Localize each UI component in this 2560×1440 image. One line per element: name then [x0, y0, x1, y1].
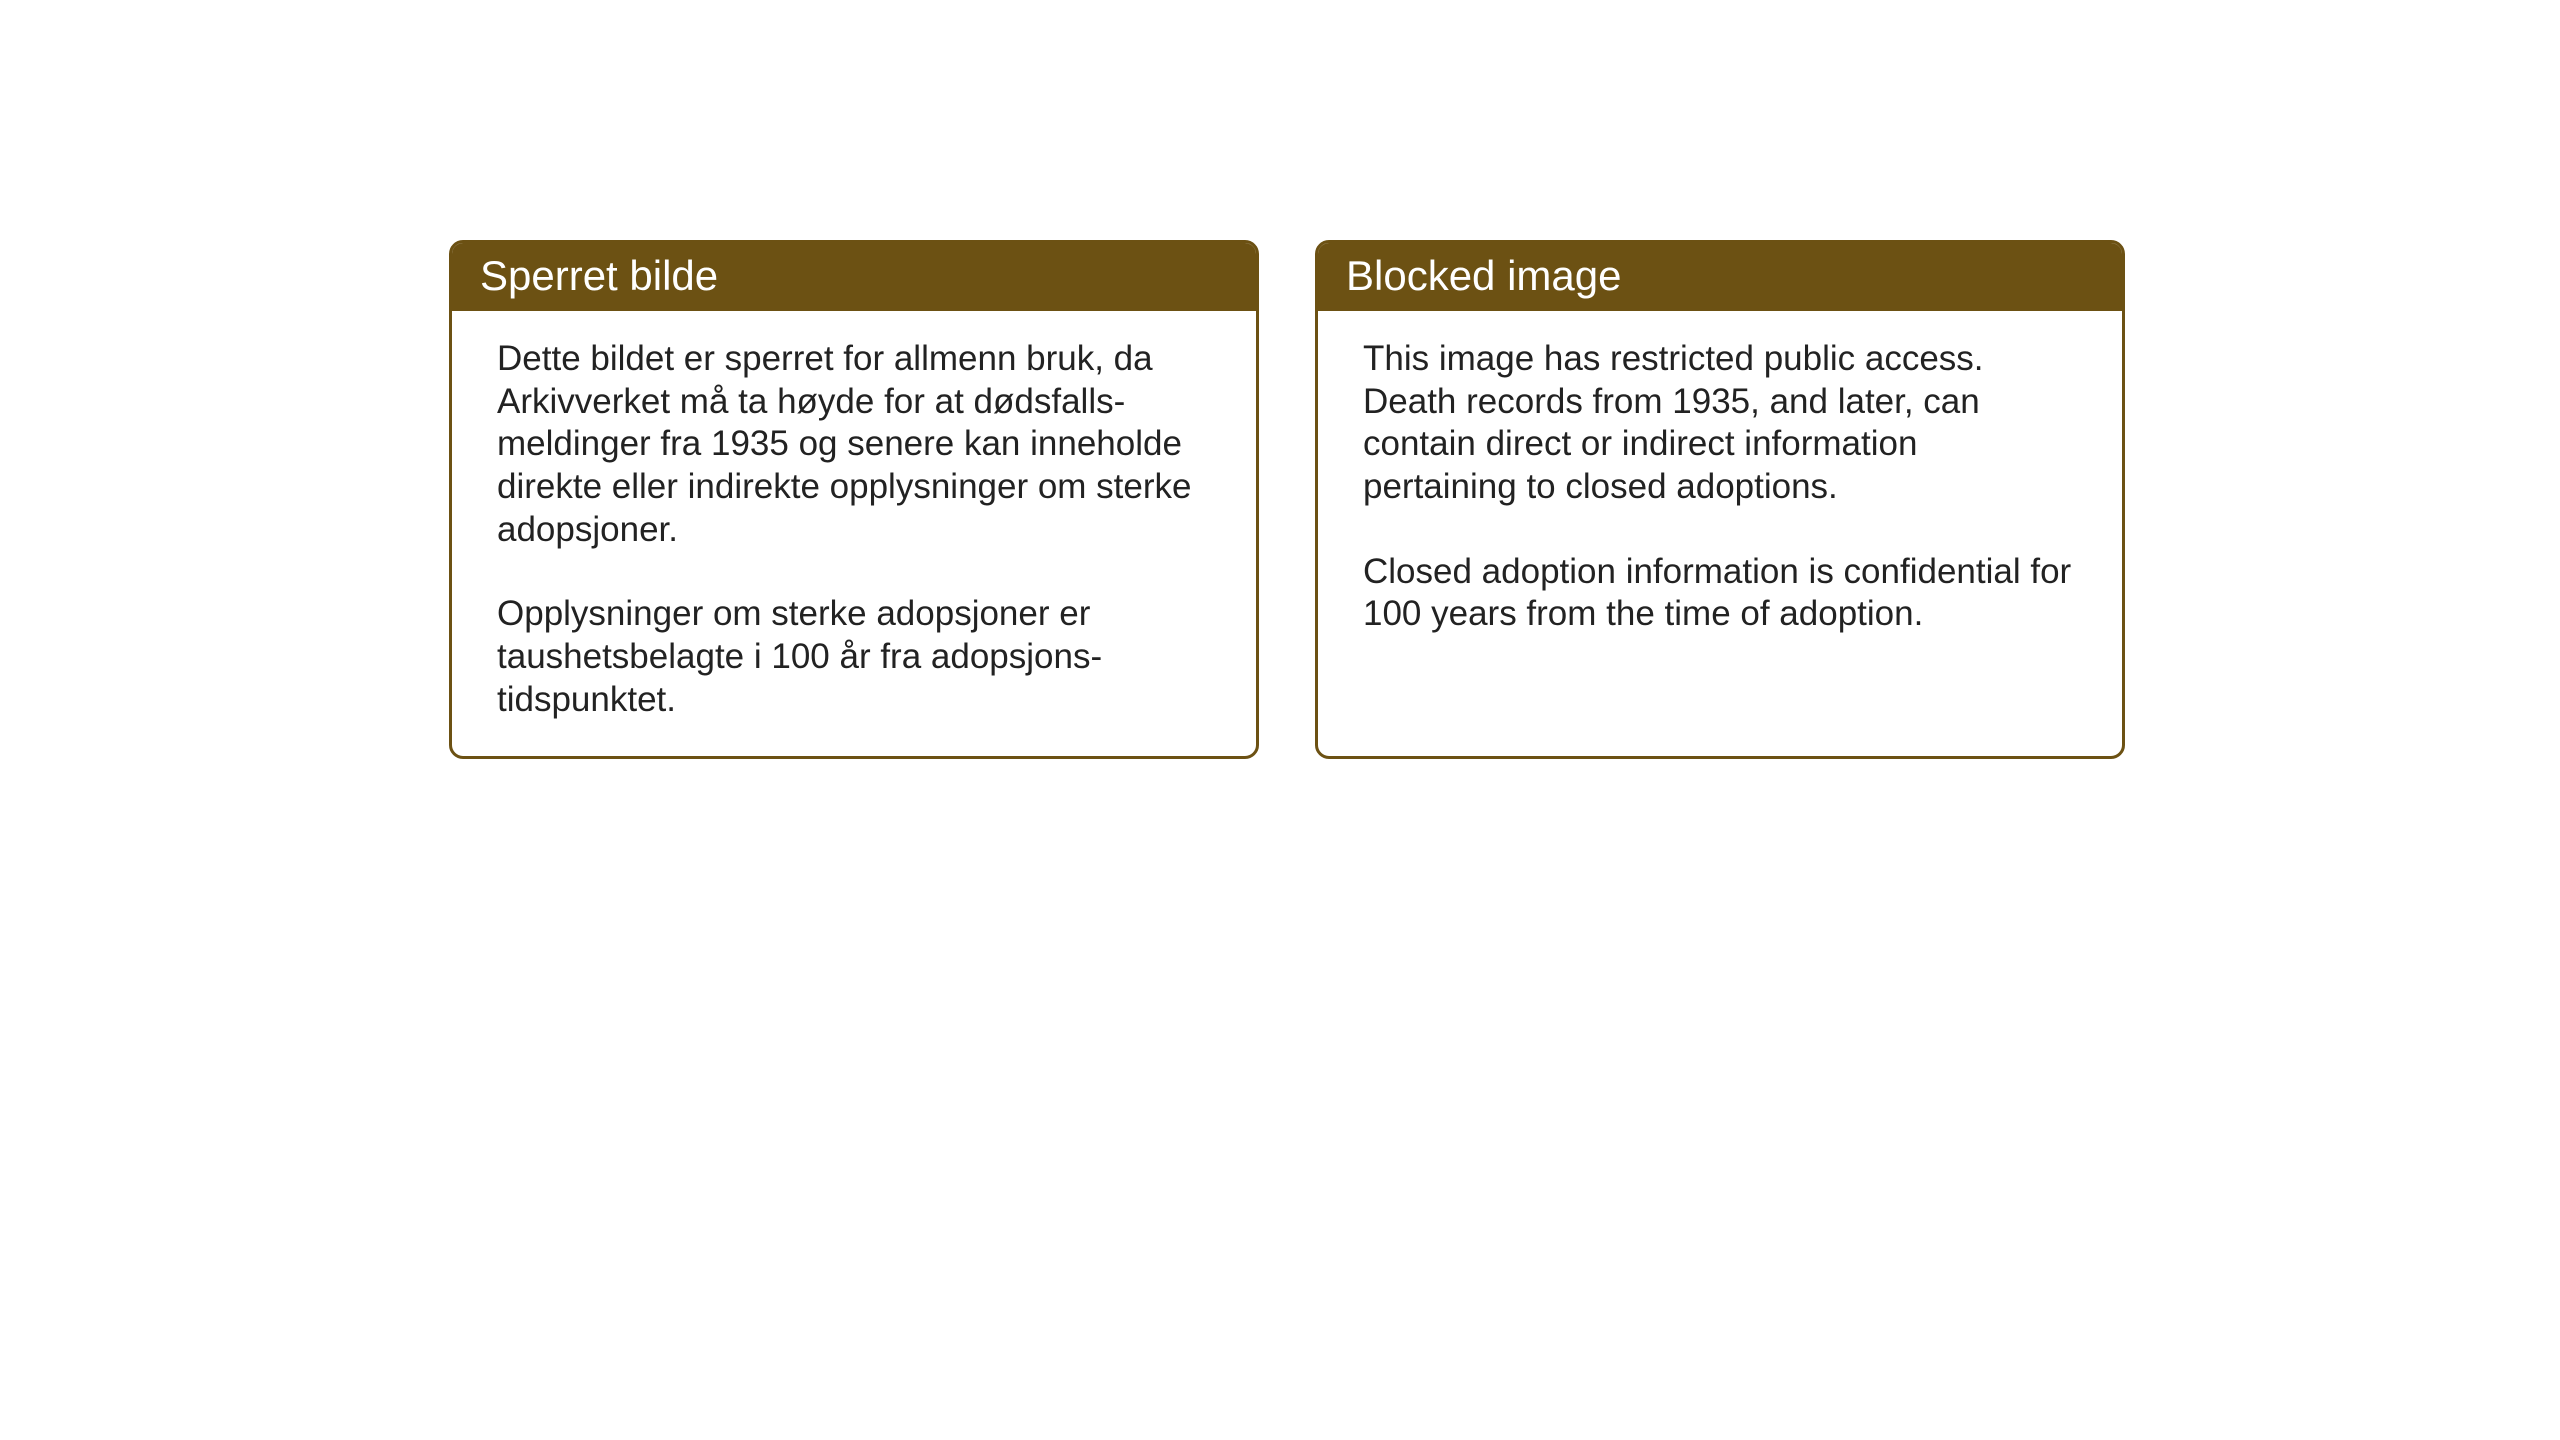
card-paragraph-1-english: This image has restricted public access.… — [1363, 338, 2077, 509]
english-notice-card: Blocked image This image has restricted … — [1315, 240, 2125, 759]
card-header-english: Blocked image — [1318, 243, 2122, 311]
card-title-norwegian: Sperret bilde — [480, 252, 718, 299]
card-header-norwegian: Sperret bilde — [452, 243, 1256, 311]
card-body-english: This image has restricted public access.… — [1318, 311, 2122, 670]
notice-container: Sperret bilde Dette bildet er sperret fo… — [449, 240, 2125, 759]
card-paragraph-2-english: Closed adoption information is confident… — [1363, 551, 2077, 636]
card-paragraph-1-norwegian: Dette bildet er sperret for allmenn bruk… — [497, 338, 1211, 551]
card-title-english: Blocked image — [1346, 252, 1621, 299]
card-body-norwegian: Dette bildet er sperret for allmenn bruk… — [452, 311, 1256, 756]
norwegian-notice-card: Sperret bilde Dette bildet er sperret fo… — [449, 240, 1259, 759]
card-paragraph-2-norwegian: Opplysninger om sterke adopsjoner er tau… — [497, 593, 1211, 721]
